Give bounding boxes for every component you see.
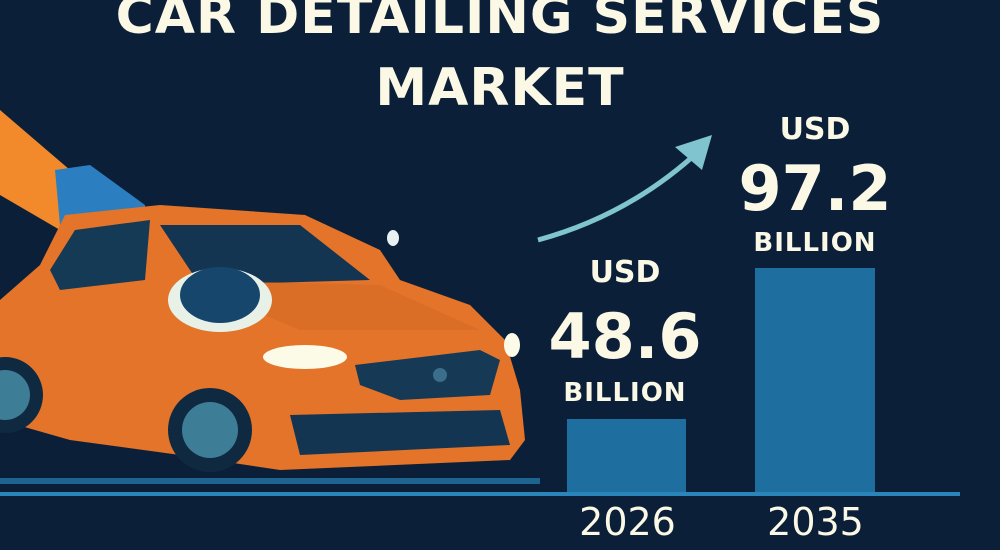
bar-2026-prefix: USD xyxy=(589,255,661,290)
bar-2035 xyxy=(755,268,875,493)
x-tick-2026: 2026 xyxy=(579,500,676,544)
bar-2026 xyxy=(567,419,686,493)
bar-2026-value: 48.6 xyxy=(548,300,702,373)
arm-icon xyxy=(0,110,70,230)
title-line-2: MARKET xyxy=(375,58,625,118)
x-tick-2035: 2035 xyxy=(767,500,864,544)
bar-2035-value: 97.2 xyxy=(738,152,892,225)
bar-2035-unit: BILLION xyxy=(753,228,877,258)
bar-2026-unit: BILLION xyxy=(563,378,687,408)
x-axis xyxy=(0,492,960,496)
bar-2035-prefix: USD xyxy=(779,112,851,147)
title-line-1: CAR DETAILING SERVICES xyxy=(115,0,885,46)
growth-arrow-icon xyxy=(537,148,702,243)
